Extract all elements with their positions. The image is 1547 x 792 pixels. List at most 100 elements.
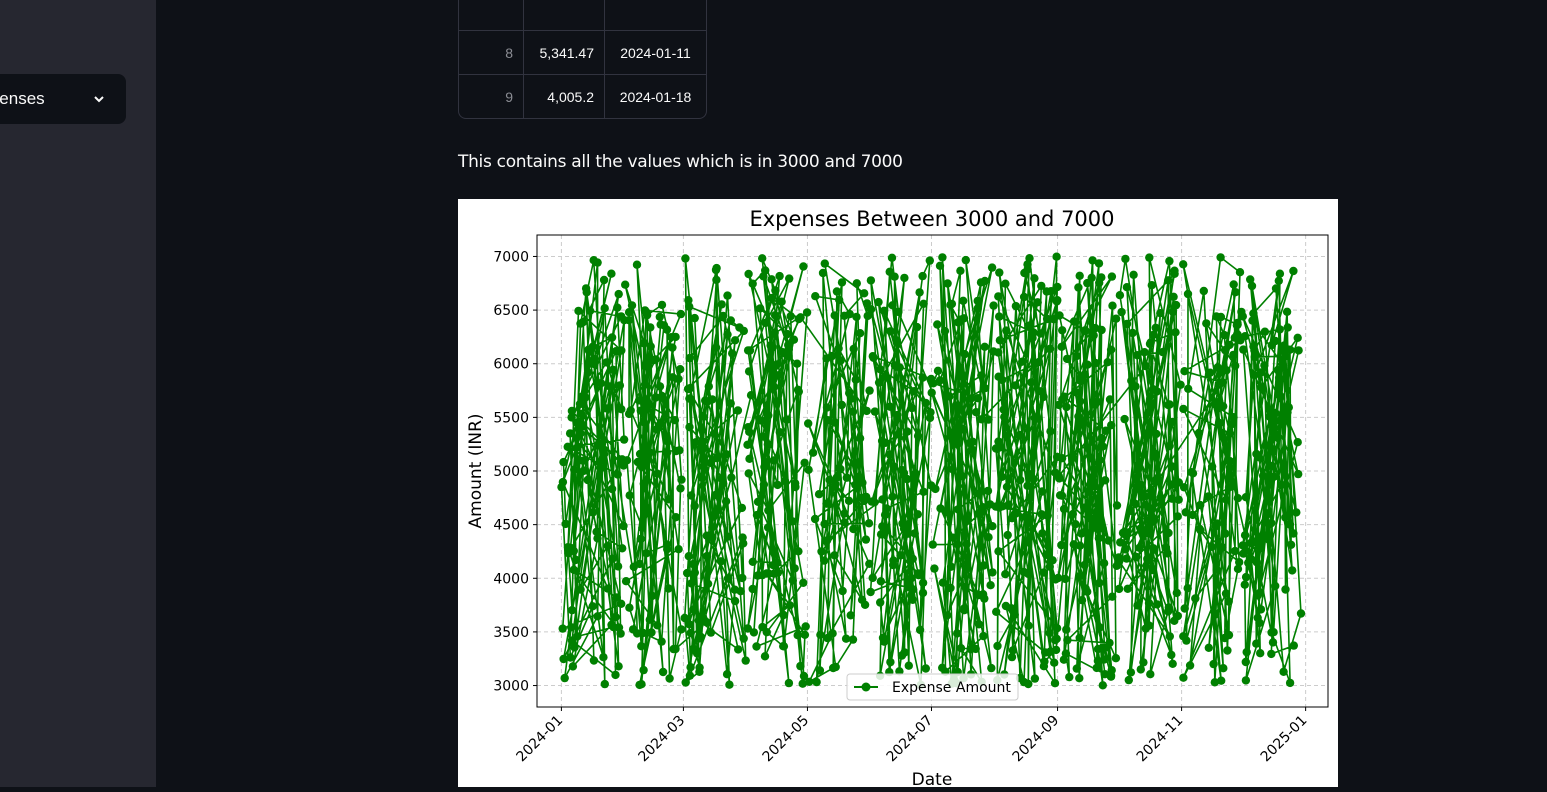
- data-point: [866, 305, 876, 314]
- data-point: [1083, 360, 1092, 369]
- data-point: [825, 475, 834, 485]
- data-point: [961, 582, 970, 592]
- data-point: [874, 297, 883, 307]
- data-point: [745, 427, 754, 436]
- data-point: [657, 637, 666, 646]
- data-point: [1183, 584, 1192, 593]
- data-point: [953, 629, 962, 638]
- data-point: [1111, 314, 1121, 323]
- data-point: [1222, 495, 1231, 504]
- data-point: [717, 300, 726, 309]
- data-point: [1074, 412, 1083, 421]
- data-point: [689, 644, 698, 653]
- data-point: [577, 409, 586, 419]
- data-point: [831, 480, 840, 489]
- data-point: [1037, 510, 1046, 519]
- data-point: [652, 425, 661, 434]
- page-select[interactable]: Expenses: [0, 74, 126, 124]
- data-point: [1247, 555, 1256, 564]
- data-point: [1094, 534, 1104, 543]
- data-point: [984, 533, 993, 542]
- data-point: [1093, 656, 1103, 666]
- data-point: [1015, 430, 1024, 440]
- data-point: [671, 644, 680, 654]
- data-point: [1139, 658, 1148, 667]
- data-point: [1029, 328, 1038, 337]
- data-point: [757, 416, 766, 425]
- data-point: [626, 406, 635, 415]
- data-point: [927, 388, 936, 397]
- data-point: [1098, 681, 1107, 690]
- x-axis-label: Date: [912, 770, 953, 787]
- data-point: [913, 431, 923, 441]
- data-point: [947, 432, 956, 441]
- data-point: [1274, 373, 1284, 382]
- data-point: [995, 312, 1004, 321]
- description-text: This contains all the values which is in…: [458, 152, 903, 172]
- data-point: [685, 394, 694, 403]
- data-point: [987, 663, 996, 673]
- data-table: 8 5,341.47 2024-01-11 9 4,005.2 2024-01-…: [458, 0, 707, 119]
- data-point: [994, 372, 1003, 381]
- data-point: [680, 613, 689, 623]
- data-point: [770, 311, 780, 320]
- legend-entry: Expense Amount: [892, 680, 1011, 696]
- data-point: [947, 299, 957, 309]
- data-point: [579, 317, 588, 327]
- data-point: [773, 480, 782, 490]
- data-point: [1099, 559, 1109, 568]
- data-point: [1111, 654, 1121, 663]
- data-point: [1059, 504, 1069, 514]
- data-point: [960, 350, 969, 359]
- data-point: [1105, 395, 1115, 404]
- data-point: [775, 271, 784, 281]
- data-point: [796, 313, 805, 322]
- data-point: [845, 388, 854, 398]
- data-point: [676, 365, 685, 374]
- data-point: [1061, 574, 1070, 584]
- data-point: [822, 499, 831, 508]
- data-point: [697, 445, 706, 455]
- data-point: [1076, 373, 1085, 382]
- data-point: [583, 475, 592, 485]
- data-point: [956, 424, 966, 433]
- data-point: [849, 524, 858, 534]
- x-tick-label: 2024-03: [636, 713, 689, 766]
- data-point: [1256, 368, 1266, 377]
- data-point: [1088, 477, 1098, 486]
- data-point: [801, 622, 810, 631]
- data-point: [840, 518, 849, 527]
- data-point: [838, 586, 847, 596]
- data-point: [1065, 672, 1074, 682]
- data-point: [1252, 639, 1261, 648]
- data-point: [1122, 554, 1131, 563]
- data-point: [921, 398, 930, 408]
- data-point: [1101, 476, 1110, 485]
- data-point: [1080, 503, 1089, 512]
- data-point: [619, 521, 628, 531]
- data-point: [955, 404, 964, 413]
- data-point: [862, 299, 872, 308]
- data-point: [1233, 320, 1242, 329]
- data-point: [935, 261, 945, 270]
- data-point: [943, 279, 952, 288]
- data-point: [1235, 558, 1244, 567]
- data-point: [638, 523, 647, 532]
- data-point: [780, 476, 790, 486]
- data-point: [1132, 552, 1141, 562]
- data-point: [828, 629, 837, 638]
- data-point: [758, 254, 767, 263]
- data-point: [1294, 346, 1303, 355]
- data-point: [744, 269, 753, 279]
- data-point: [957, 472, 967, 481]
- data-point: [770, 328, 779, 337]
- data-point: [892, 336, 902, 345]
- y-tick-label: 4500: [493, 518, 529, 534]
- data-point: [961, 255, 970, 265]
- data-point: [748, 584, 757, 594]
- data-point: [1038, 487, 1047, 496]
- data-point: [560, 673, 569, 683]
- data-point: [672, 446, 681, 456]
- data-point: [866, 587, 875, 597]
- data-point: [791, 482, 800, 492]
